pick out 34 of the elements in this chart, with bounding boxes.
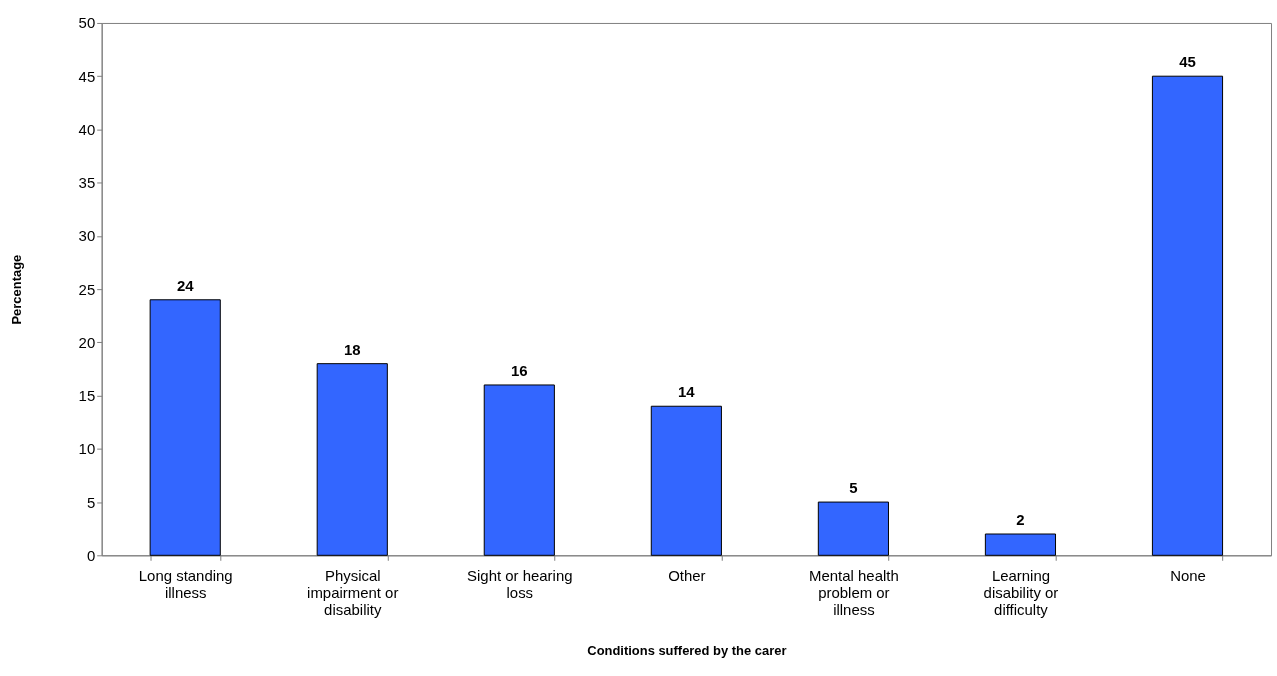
bar: [316, 363, 388, 556]
y-tick-label: 30: [78, 227, 96, 245]
x-tick-label: None: [1170, 566, 1206, 584]
x-axis-title: Conditions suffered by the carer: [587, 643, 787, 659]
y-tick-label: 50: [78, 14, 96, 32]
data-label: 5: [849, 479, 858, 497]
y-tick-label: 40: [78, 120, 96, 138]
y-tick-label: 0: [86, 546, 96, 564]
bar: [149, 299, 221, 556]
y-tick-label: 5: [86, 493, 96, 511]
data-label: 14: [678, 383, 696, 401]
y-tick-label: 20: [78, 333, 96, 351]
x-tick-label: Long standing illness: [138, 566, 233, 601]
bar: [984, 533, 1057, 556]
bar: [817, 501, 889, 556]
data-label: 16: [510, 361, 528, 379]
data-label: 24: [176, 276, 195, 294]
x-tick-label: Mental health problem or illness: [809, 566, 899, 618]
y-tick-label: 25: [78, 280, 96, 298]
y-tick-label: 35: [78, 174, 96, 192]
y-axis-title: Percentage: [8, 254, 24, 325]
data-label: 2: [1016, 511, 1025, 529]
data-label: 18: [343, 340, 361, 358]
data-label: 45: [1179, 53, 1196, 71]
y-tick-label: 45: [78, 67, 96, 85]
x-tick-label: Physical impairment or disability: [307, 566, 399, 618]
bar: [483, 384, 555, 556]
bar: [650, 405, 722, 556]
x-tick-label: Sight or hearing loss: [467, 566, 573, 601]
y-tick-label: 10: [78, 440, 96, 458]
x-tick-label: Learning disability or difficulty: [983, 566, 1059, 618]
y-tick-label: 15: [78, 387, 96, 405]
bar: [1151, 75, 1224, 556]
x-tick-label: Other: [668, 566, 706, 584]
